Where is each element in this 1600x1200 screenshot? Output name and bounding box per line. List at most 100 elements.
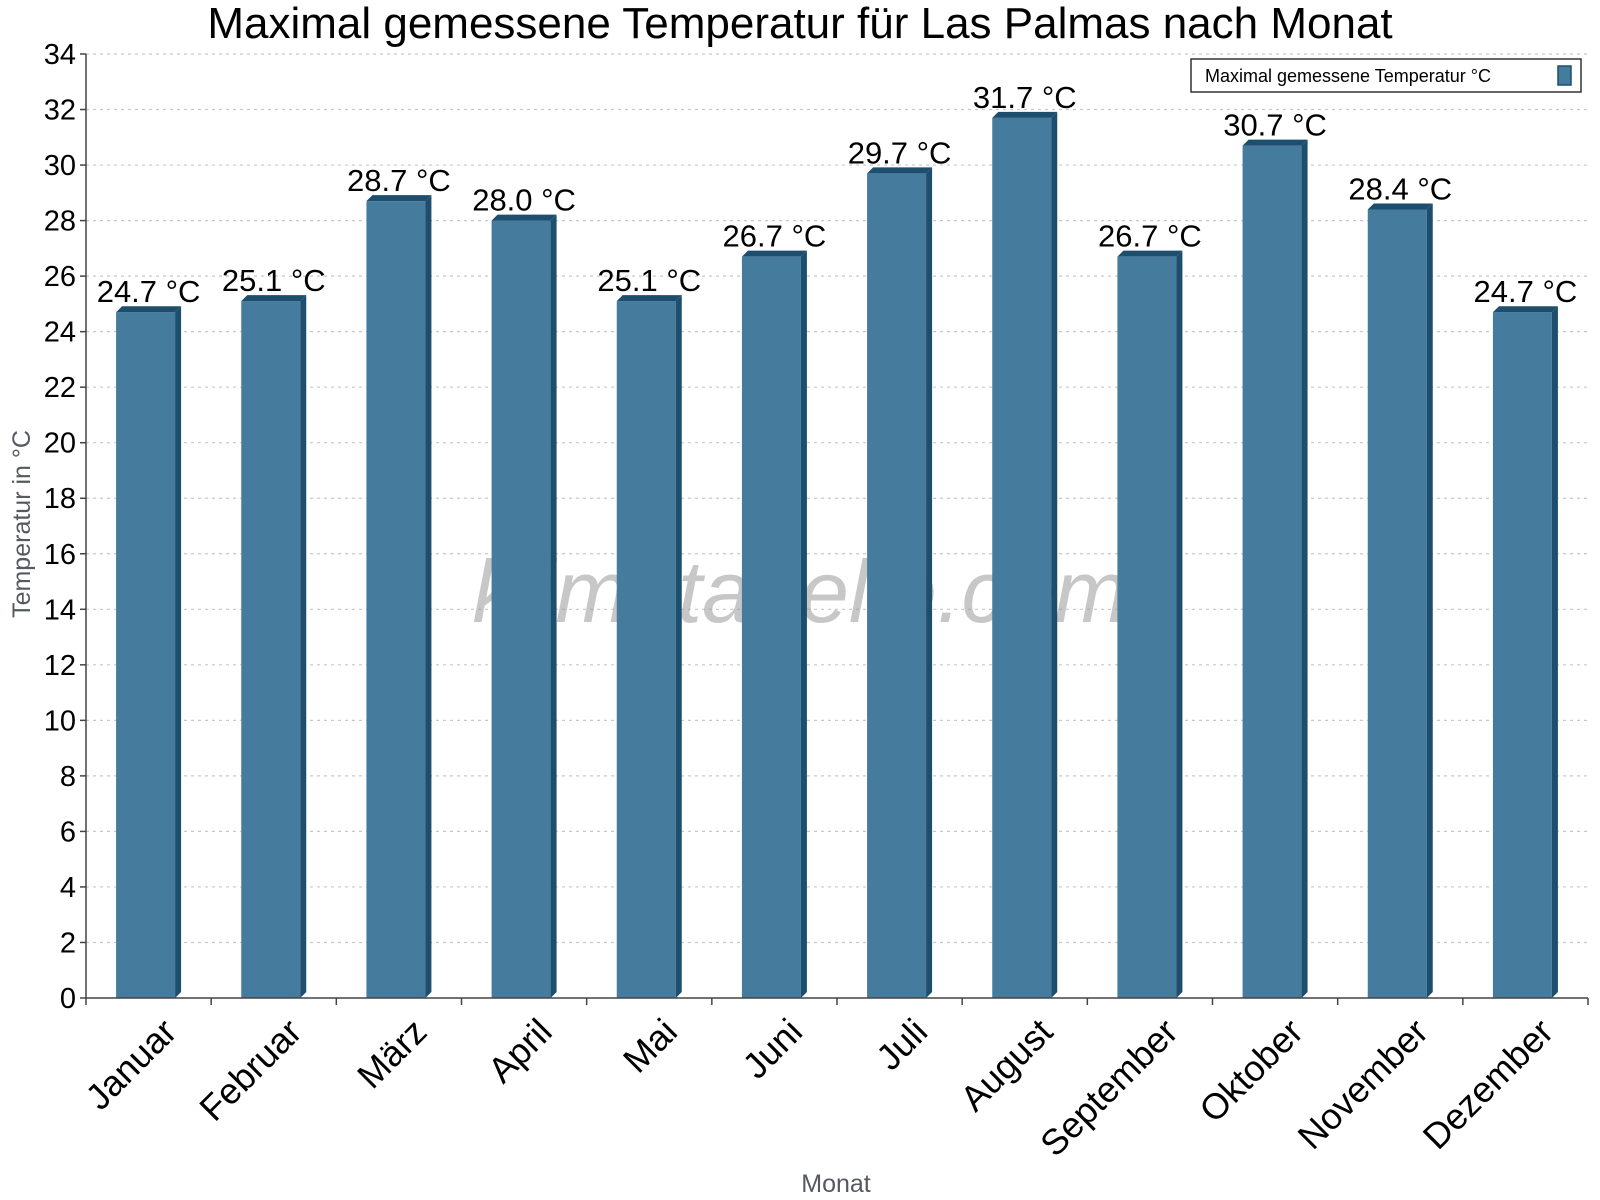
x-tick-label: September: [1032, 1011, 1186, 1165]
bar-front: [1367, 209, 1427, 998]
bar: [1117, 250, 1183, 998]
bar: [616, 295, 682, 998]
bar: [741, 250, 807, 998]
bar-top: [1492, 306, 1558, 313]
bar-top: [1367, 203, 1433, 210]
bar-front: [992, 117, 1052, 998]
bar-front: [116, 312, 176, 998]
bar: [366, 195, 432, 998]
y-tick-label: 34: [44, 39, 76, 71]
bar: [241, 295, 307, 998]
x-tick-label: Juli: [868, 1011, 935, 1078]
y-tick-label: 2: [60, 927, 76, 959]
bar-front: [491, 220, 551, 998]
y-tick-label: 30: [44, 150, 76, 182]
x-tick-label: Dezember: [1415, 1011, 1561, 1157]
x-tick-label: März: [349, 1011, 435, 1097]
bar-front: [366, 201, 426, 998]
y-tick-label: 16: [44, 539, 76, 571]
value-label: 24.7 °C: [97, 274, 201, 309]
x-tick-label: Oktober: [1191, 1011, 1311, 1131]
x-axis-ticks: Januar Februar März April Mai Juni Juli AugustS…: [77, 998, 1589, 1165]
y-tick-label: 26: [44, 261, 76, 293]
x-tick-label: Februar: [191, 1011, 309, 1129]
value-label: 28.0 °C: [472, 183, 576, 218]
bar-side: [1426, 203, 1433, 998]
bar: [491, 214, 557, 998]
y-tick-label: 0: [60, 983, 76, 1015]
x-tick-label: April: [480, 1011, 560, 1091]
legend-label: Maximal gemessene Temperatur °C: [1205, 66, 1491, 86]
value-label: 29.7 °C: [848, 135, 952, 170]
bar-side: [300, 295, 307, 998]
bar-top: [1117, 250, 1183, 257]
y-tick-label: 6: [60, 816, 76, 848]
data-labels: 24.7 °C 25.1 °C 28.7 °C 28.0 °C 25.1 °C 26.7 …: [97, 80, 1578, 309]
y-tick-label: 18: [44, 483, 76, 515]
value-label: 25.1 °C: [597, 263, 701, 298]
bar-side: [675, 295, 682, 998]
bar-front: [1242, 145, 1302, 998]
y-tick-label: 14: [44, 594, 76, 626]
bar-side: [550, 214, 557, 998]
value-label: 26.7 °C: [1098, 219, 1202, 254]
value-label: 28.4 °C: [1348, 171, 1452, 206]
bars: [116, 111, 1558, 998]
bar: [116, 306, 182, 998]
bar: [992, 111, 1058, 998]
value-label: 28.7 °C: [347, 163, 451, 198]
x-tick-label: Mai: [615, 1011, 685, 1081]
bar-top: [867, 167, 933, 174]
bar-top: [116, 306, 182, 313]
y-tick-label: 10: [44, 705, 76, 737]
value-label: 30.7 °C: [1223, 108, 1327, 143]
bar-top: [241, 295, 307, 302]
y-tick-label: 22: [44, 372, 76, 404]
bar: [1492, 306, 1558, 998]
y-tick-label: 8: [60, 761, 76, 793]
bar: [1242, 139, 1308, 998]
legend: Maximal gemessene Temperatur °C: [1190, 58, 1582, 93]
bar-top: [491, 214, 557, 221]
y-tick-label: 20: [44, 428, 76, 460]
bar-top: [1242, 139, 1308, 146]
value-label: 25.1 °C: [222, 263, 326, 298]
value-label: 24.7 °C: [1474, 274, 1578, 309]
bar-front: [616, 301, 676, 998]
y-tick-label: 24: [44, 317, 76, 349]
value-label: 26.7 °C: [723, 219, 827, 254]
grid-lines: [86, 53, 1588, 944]
bar-side: [1051, 111, 1058, 998]
bar-front: [241, 301, 301, 998]
legend-box: [1190, 58, 1582, 93]
bar-top: [992, 111, 1058, 118]
y-axis-label: Temperatur in °C: [8, 430, 36, 618]
bar: [867, 167, 933, 998]
bar-side: [800, 250, 807, 998]
bar-top: [366, 195, 432, 202]
bar-front: [1117, 256, 1177, 998]
y-tick-label: 4: [60, 872, 76, 904]
y-tick-label: 32: [44, 95, 76, 127]
chart-title: Maximal gemessene Temperatur für Las Pal…: [207, 0, 1392, 48]
bar-side: [175, 306, 182, 998]
bar: [1367, 203, 1433, 998]
bar-side: [1551, 306, 1558, 998]
x-tick-label: November: [1289, 1011, 1435, 1157]
bar-front: [1492, 312, 1552, 998]
x-tick-label: Januar: [77, 1011, 184, 1118]
bar-side: [425, 195, 432, 998]
bar-side: [926, 167, 933, 998]
x-tick-label: Juni: [734, 1011, 810, 1087]
bar-side: [1301, 139, 1308, 998]
bar-side: [1176, 250, 1183, 998]
bar-front: [741, 256, 801, 998]
bar-top: [616, 295, 682, 302]
value-label: 31.7 °C: [973, 80, 1077, 115]
legend-swatch: [1557, 65, 1572, 86]
bar-top: [741, 250, 807, 257]
y-tick-label: 28: [44, 206, 76, 238]
